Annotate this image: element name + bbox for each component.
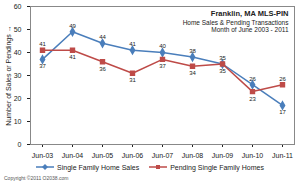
svg-text:Jun-05: Jun-05 [92, 152, 114, 159]
svg-text:35: 35 [219, 68, 226, 74]
svg-text:60: 60 [14, 3, 22, 10]
html-text:Copyright ©2011 O2038.com: Copyright ©2011 O2038.com [4, 175, 69, 181]
svg-text:20: 20 [14, 95, 22, 102]
svg-text:23: 23 [249, 96, 256, 102]
svg-text:34: 34 [189, 70, 196, 76]
svg-text:40: 40 [14, 49, 22, 56]
svg-text:Jun-08: Jun-08 [182, 152, 204, 159]
svg-text:17: 17 [279, 109, 286, 115]
svg-text:Jun-03: Jun-03 [32, 152, 54, 159]
html-text:Single Family Home Sales: Single Family Home Sales [57, 163, 140, 171]
svg-text:49: 49 [69, 23, 76, 29]
svg-text:36: 36 [99, 66, 106, 72]
svg-text:0: 0 [18, 141, 22, 148]
svg-text:41: 41 [129, 41, 136, 47]
svg-text:26: 26 [249, 76, 256, 82]
svg-text:Jun-10: Jun-10 [242, 152, 264, 159]
svg-text:Franklin, MA MLS-PIN: Franklin, MA MLS-PIN [211, 9, 289, 18]
svg-text:41: 41 [39, 41, 46, 47]
svg-text:Jun-09: Jun-09 [212, 152, 234, 159]
svg-text:44: 44 [99, 34, 106, 40]
svg-text:30: 30 [14, 72, 22, 79]
svg-text:31: 31 [129, 77, 136, 83]
svg-text:50: 50 [14, 26, 22, 33]
svg-text:41: 41 [69, 54, 76, 60]
svg-text:Jun-04: Jun-04 [62, 152, 84, 159]
svg-text:Number of Sales or Pendings →: Number of Sales or Pendings → [5, 25, 13, 125]
svg-text:40: 40 [159, 43, 166, 49]
svg-text:10: 10 [14, 118, 22, 125]
svg-text:38: 38 [189, 48, 196, 54]
svg-text:26: 26 [279, 76, 286, 82]
svg-text:Jun-07: Jun-07 [152, 152, 174, 159]
svg-text:Jun-06: Jun-06 [122, 152, 144, 159]
html-text:Pending Single Family Homes: Pending Single Family Homes [170, 163, 264, 171]
svg-text:35: 35 [219, 55, 226, 61]
svg-text:37: 37 [39, 63, 46, 69]
svg-text:Jun-11: Jun-11 [272, 152, 293, 159]
svg-text:37: 37 [159, 63, 166, 69]
svg-text:Home Sales & Pending Transacti: Home Sales & Pending TransactionsMonth o… [183, 19, 290, 33]
